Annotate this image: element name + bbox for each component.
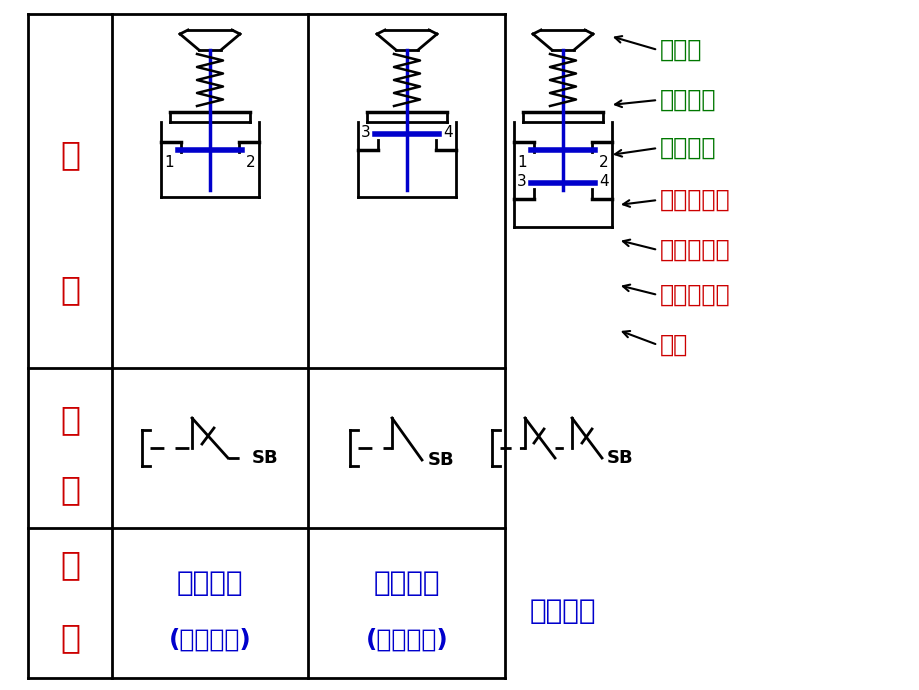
Text: 1: 1 <box>516 155 527 170</box>
Text: 1: 1 <box>164 155 174 170</box>
Text: 常开按钮: 常开按钮 <box>373 569 440 597</box>
Text: 支柱连杆: 支柱连杆 <box>659 136 716 160</box>
Text: 常闭按钮: 常闭按钮 <box>176 569 243 597</box>
Text: 名: 名 <box>60 549 80 582</box>
Text: 常闭静触头: 常闭静触头 <box>659 188 730 212</box>
Text: 复位弹簧: 复位弹簧 <box>659 88 716 112</box>
Text: 4: 4 <box>443 124 452 139</box>
Text: 桥式静触头: 桥式静触头 <box>659 238 730 262</box>
Text: 号: 号 <box>60 473 80 506</box>
Text: 3: 3 <box>361 124 370 139</box>
Text: SB: SB <box>607 449 633 467</box>
Text: SB: SB <box>427 451 454 469</box>
Text: (停止按钮): (停止按钮) <box>168 628 251 652</box>
Text: 结: 结 <box>60 139 80 172</box>
Text: 按钮帽: 按钮帽 <box>659 38 701 62</box>
Text: 2: 2 <box>246 155 255 170</box>
Text: SB: SB <box>252 449 278 467</box>
Text: 复合按钮: 复合按钮 <box>529 597 596 625</box>
Text: 符: 符 <box>60 404 80 437</box>
Text: 3: 3 <box>516 173 527 188</box>
Text: 4: 4 <box>598 173 608 188</box>
Text: 构: 构 <box>60 273 80 306</box>
Text: (起动按钮): (起动按钮) <box>365 628 448 652</box>
Text: 常开静触头: 常开静触头 <box>659 283 730 307</box>
Text: 外壳: 外壳 <box>659 333 687 357</box>
Text: 称: 称 <box>60 622 80 655</box>
Text: 2: 2 <box>598 155 608 170</box>
